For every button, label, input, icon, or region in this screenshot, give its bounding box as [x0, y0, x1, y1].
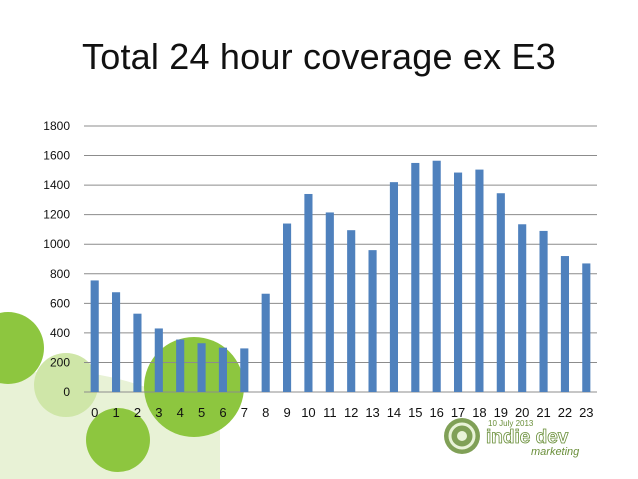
bar	[197, 343, 206, 392]
x-tick-label: 10	[301, 405, 315, 420]
bar	[518, 224, 527, 392]
y-tick-label: 600	[50, 296, 70, 310]
x-tick-label: 21	[536, 405, 550, 420]
bar	[432, 160, 441, 392]
y-tick-label: 1600	[43, 149, 70, 163]
bar	[112, 292, 121, 392]
x-tick-label: 22	[558, 405, 572, 420]
bar	[240, 348, 249, 392]
y-tick-label: 0	[63, 385, 70, 399]
x-tick-label: 15	[408, 405, 422, 420]
bar	[582, 263, 591, 392]
y-axis-ticks: 0 200 400 600 800 1000 1200 1400 1600 1800	[43, 119, 70, 399]
x-tick-label: 16	[429, 405, 443, 420]
bar	[90, 280, 99, 392]
x-tick-label: 20	[515, 405, 529, 420]
bar	[560, 256, 569, 392]
x-tick-label: 12	[344, 405, 358, 420]
x-tick-label: 8	[262, 405, 269, 420]
bar	[539, 230, 548, 392]
x-axis-ticks: 0 1 2 3 4 5 6 7 8 9 10 11 12 13 14 15 16 17 18 19 20 21 22 23	[91, 405, 593, 420]
x-tick-label: 6	[219, 405, 226, 420]
y-tick-label: 1400	[43, 178, 70, 192]
bar	[411, 162, 420, 392]
x-tick-label: 3	[155, 405, 162, 420]
bar	[133, 313, 142, 392]
bar	[496, 193, 505, 392]
bar	[347, 230, 356, 392]
bar	[368, 250, 377, 392]
y-tick-label: 400	[50, 326, 70, 340]
x-tick-label: 5	[198, 405, 205, 420]
bar	[176, 339, 185, 392]
x-tick-label: 9	[283, 405, 290, 420]
y-tick-label: 1800	[43, 119, 70, 133]
logo-brand-top: indie dev	[486, 427, 569, 448]
x-tick-label: 2	[134, 405, 141, 420]
x-tick-label: 7	[241, 405, 248, 420]
bar	[325, 212, 334, 392]
x-tick-label: 11	[323, 405, 337, 420]
bar	[475, 169, 484, 392]
x-tick-label: 0	[91, 405, 98, 420]
bars	[90, 160, 591, 392]
bar	[304, 193, 313, 392]
x-tick-label: 4	[177, 405, 184, 420]
bar	[389, 182, 398, 392]
bar	[218, 347, 227, 392]
gridlines	[84, 125, 597, 393]
decor-circle-bottom	[86, 408, 150, 472]
slide-title: Total 24 hour coverage ex E3	[82, 36, 556, 77]
bar	[154, 328, 163, 392]
x-tick-label: 17	[451, 405, 465, 420]
y-tick-label: 200	[50, 355, 70, 369]
swirl-logo-icon	[444, 418, 480, 454]
decor-circle-mid	[34, 353, 98, 417]
bar	[454, 172, 463, 392]
logo-brand-bottom: marketing	[531, 446, 580, 458]
x-tick-label: 13	[365, 405, 379, 420]
x-tick-label: 18	[472, 405, 486, 420]
x-tick-label: 14	[387, 405, 401, 420]
bar	[261, 293, 270, 392]
y-tick-label: 1200	[43, 208, 70, 222]
x-tick-label: 23	[579, 405, 593, 420]
decor-circle-left	[0, 312, 44, 384]
bar	[283, 223, 292, 392]
y-tick-label: 1000	[43, 237, 70, 251]
y-tick-label: 800	[50, 267, 70, 281]
logo-date: 10 July 2013	[488, 419, 534, 428]
x-tick-label: 19	[494, 405, 508, 420]
x-tick-label: 1	[112, 405, 119, 420]
